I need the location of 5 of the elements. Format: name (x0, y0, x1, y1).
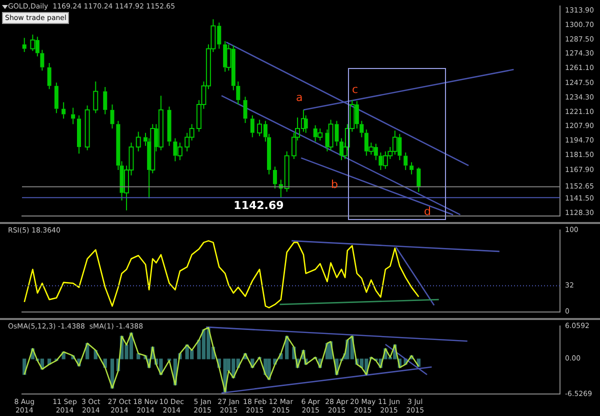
annotation: b (331, 178, 338, 191)
annotation: c (352, 83, 358, 96)
ref-line-label: 1142.69 (234, 198, 284, 212)
annotation: a (296, 91, 303, 104)
annotation: d (424, 205, 431, 218)
